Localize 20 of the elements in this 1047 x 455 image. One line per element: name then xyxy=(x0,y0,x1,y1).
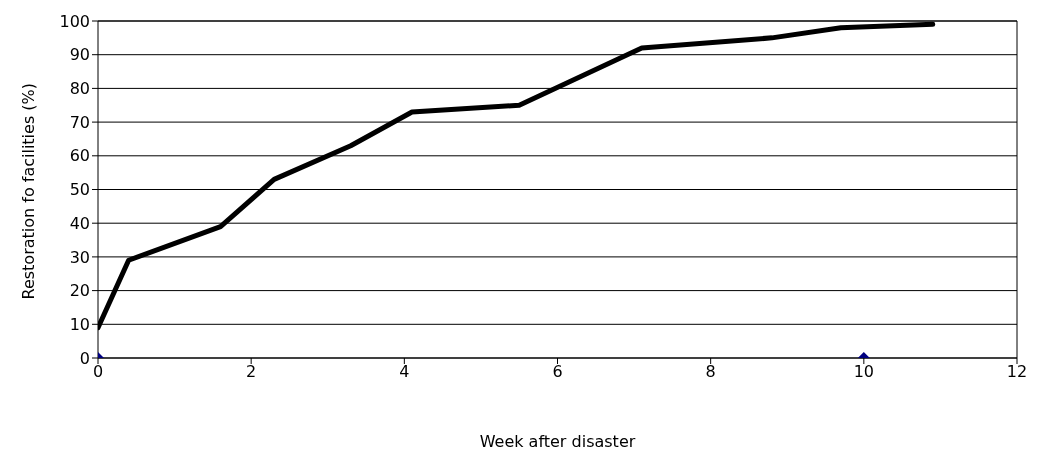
y-tick-label: 50 xyxy=(69,180,90,200)
y-tick-label: 20 xyxy=(69,281,90,301)
x-tick-label: 12 xyxy=(1006,362,1028,382)
y-tick-label: 100 xyxy=(59,11,90,31)
y-tick-label: 40 xyxy=(69,213,90,233)
y-tick-label: 90 xyxy=(69,45,90,65)
x-tick-label: 0 xyxy=(92,362,104,382)
x-tick-label: 10 xyxy=(853,362,875,382)
y-tick-label: 0 xyxy=(79,348,90,368)
y-tick-label: 10 xyxy=(69,314,90,334)
x-tick-label: 4 xyxy=(399,362,410,382)
x-tick-label: 2 xyxy=(246,362,257,382)
y-tick-label: 60 xyxy=(69,146,90,166)
y-tick-label: 70 xyxy=(69,112,90,132)
x-axis-title: Week after disaster xyxy=(479,432,636,452)
y-tick-label: 80 xyxy=(69,79,90,99)
y-tick-label: 30 xyxy=(69,247,90,267)
x-tick-label: 8 xyxy=(705,362,716,382)
x-tick-label: 6 xyxy=(552,362,563,382)
y-axis-title: Restoration fo facilities (%) xyxy=(18,82,38,300)
